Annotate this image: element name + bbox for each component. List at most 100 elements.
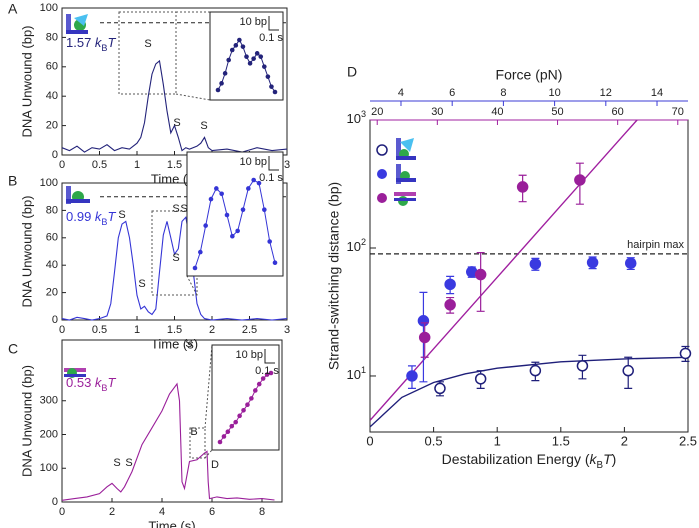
x-tick-label: 2 [621,433,628,448]
y-tick-exponent: 2 [361,237,366,247]
point [474,268,487,281]
inset-point [256,180,262,186]
y-tick-label: 102 [346,237,366,254]
x-tick-label: 0.5 [92,324,107,336]
x-tick-label: 0 [59,159,65,171]
y-tick-label: 100 [40,177,58,189]
point [529,364,542,377]
inset-y-scale: 10 bp [235,349,263,361]
point [444,299,456,311]
y-tick-label: 0 [52,149,58,161]
x-tick-label: 0 [59,324,65,336]
y-axis-label: Strand-switching distance (bp) [326,182,342,370]
annotation: S [172,203,179,215]
y-tick-label: 0 [52,496,58,508]
legend-icons [376,138,416,206]
annotation: B [190,426,197,438]
label-part: B [101,217,107,227]
point [434,382,446,395]
x-tick-label: 1 [494,433,501,448]
y-tick-base: 10 [346,239,360,254]
label-part: k [590,451,598,467]
zoom-box [118,11,177,95]
reference-label: hairpin max [627,239,684,251]
label-part: B [101,383,107,393]
label-part: k [95,35,103,50]
inset-point [269,84,274,89]
point [574,174,586,186]
x-tick-label: 3 [284,324,290,336]
inset-point [230,233,235,239]
inset-point [221,434,227,439]
inset-point [215,87,221,93]
y-tick-base: 10 [346,367,360,382]
inset-point [217,439,223,445]
point [679,347,692,360]
annotation: S [180,203,187,215]
x-tick-label: 0.5 [425,433,443,448]
zoom-connector [204,344,213,429]
annotation: S [118,209,125,221]
x-tick-label: 2.5 [242,324,257,336]
label: Destabilization Energy (kBT) [442,451,617,471]
x-tick-label: 2.5 [679,433,697,448]
icon-b [66,186,90,204]
inset-point [225,429,231,434]
x-axis-label: Time (s) [148,518,195,528]
label-part: 0.53 [66,375,95,390]
inset-point [192,265,198,271]
top-tick-label: 4 [398,87,404,99]
point [474,373,487,385]
y-axis-label: DNA Unwound (bp) [19,26,34,138]
label-part: 0.99 [66,209,95,224]
plot-frame [61,339,283,503]
inset-point [235,228,240,234]
inset-point [224,212,230,218]
y-tick-label: 300 [40,395,58,407]
label-part: B [597,460,604,471]
inset-x-scale: 0.1 s [259,172,283,184]
label-part: B [101,43,107,53]
plot-frame [369,119,689,433]
trace [61,59,288,153]
panel-label: A [8,1,18,17]
inset-point [256,381,262,387]
y-tick-label: 80 [46,204,58,216]
inset-point [208,196,214,202]
inset-point [253,388,258,393]
top-tick-label: 14 [651,87,663,99]
inset-point [262,64,267,69]
inset-point [237,37,242,43]
zoom-box [189,427,206,459]
y-axis-label: DNA Unwound (bp) [19,196,34,308]
y-tick-label: 0 [52,314,58,326]
y-tick-label: 40 [46,90,58,102]
annotation: S [125,457,132,469]
x-tick-label: 1 [134,324,140,336]
y-tick-label: 100 [40,2,58,14]
inset-point [260,376,266,381]
inset-point [198,249,203,255]
inset-point [244,54,249,59]
annotation: S [172,252,179,264]
annotation: S [200,120,207,132]
inset-point [267,239,272,244]
icon-c [64,368,86,378]
point [625,257,637,269]
label-part: ) [612,451,617,467]
y-tick-label: 103 [346,109,366,126]
zoom-connector [186,275,198,296]
inset-point [240,44,246,49]
label-part: Destabilization Energy ( [442,451,590,467]
top-tick-label: 20 [371,106,383,118]
inset-point [219,81,224,86]
scale-bar [268,16,279,31]
annotation: S [138,278,145,290]
x-tick-label: 0.5 [92,159,107,171]
x-tick-label: 3 [284,159,290,171]
inset-y-scale: 10 bp [239,16,267,28]
point [417,315,430,327]
inset-point [237,413,242,419]
y-tick-base: 10 [346,111,360,126]
